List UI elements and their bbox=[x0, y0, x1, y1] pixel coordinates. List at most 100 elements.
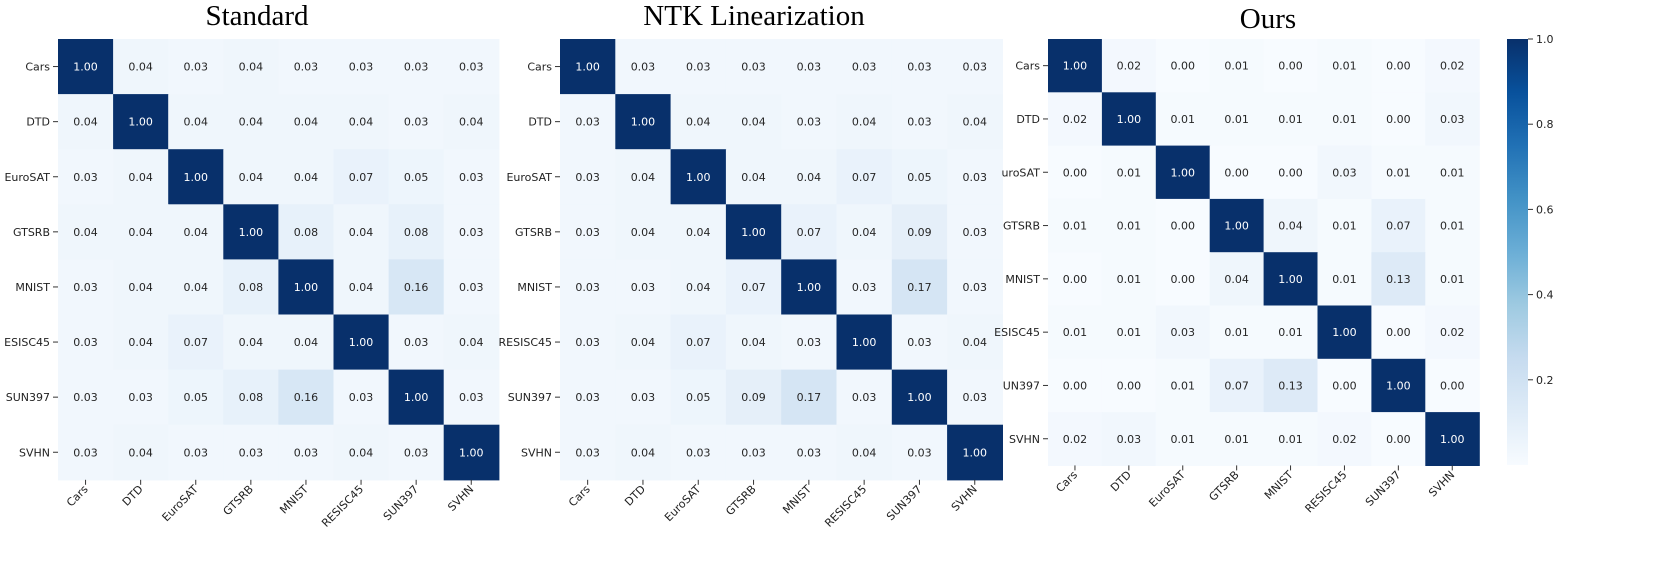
heatmap-cell bbox=[947, 314, 1003, 371]
x-tick-label: Cars bbox=[566, 483, 593, 510]
heatmap-cell bbox=[1317, 145, 1372, 200]
cell-value-label: 0.03 bbox=[349, 61, 374, 74]
panel-title: Ours bbox=[1240, 3, 1296, 35]
heatmap-cell bbox=[1209, 252, 1265, 307]
x-tick-label: GTSRB bbox=[1206, 468, 1241, 503]
cell-value-label: 0.03 bbox=[686, 446, 711, 459]
x-tick-label: SUN397 bbox=[1363, 468, 1403, 508]
x-tick-label: Cars bbox=[1053, 468, 1080, 495]
cell-value-label: 0.01 bbox=[1117, 326, 1142, 339]
heatmap-cell bbox=[58, 149, 114, 205]
heatmap-cell bbox=[1425, 39, 1480, 93]
cell-value-label: 0.04 bbox=[128, 61, 153, 74]
heatmap-cell bbox=[781, 314, 838, 371]
cell-value-label: 0.17 bbox=[907, 281, 932, 294]
heatmap-cell bbox=[1317, 252, 1372, 307]
heatmap-cell bbox=[278, 259, 335, 316]
cell-value-label: 0.02 bbox=[1332, 433, 1357, 446]
heatmap-cell bbox=[1209, 305, 1265, 360]
cell-value-label: 0.04 bbox=[631, 446, 656, 459]
cell-value-label: 1.00 bbox=[404, 391, 429, 404]
heatmap-cell bbox=[781, 149, 838, 205]
cell-value-label: 0.03 bbox=[73, 281, 98, 294]
cell-value-label: 0.01 bbox=[1224, 326, 1249, 339]
cell-value-label: 0.03 bbox=[1117, 433, 1142, 446]
cell-value-label: 0.00 bbox=[1224, 166, 1249, 179]
heatmap-cell bbox=[1209, 145, 1265, 200]
cell-value-label: 0.03 bbox=[907, 61, 932, 74]
heatmap-cell bbox=[333, 369, 390, 426]
heatmap-cell bbox=[1048, 305, 1103, 360]
heatmap-cell bbox=[1209, 92, 1265, 147]
cell-value-label: 0.00 bbox=[1278, 60, 1303, 73]
x-tick-label: SVHN bbox=[445, 483, 476, 514]
cell-value-label: 0.07 bbox=[349, 171, 374, 184]
cell-value-label: 0.03 bbox=[1171, 326, 1196, 339]
heatmap-cell bbox=[725, 259, 782, 316]
heatmap-cell bbox=[1317, 92, 1372, 147]
cell-value-label: 0.03 bbox=[963, 61, 988, 74]
cell-value-label: 0.03 bbox=[963, 226, 988, 239]
cell-value-label: 1.00 bbox=[1278, 273, 1303, 286]
cell-value-label: 0.03 bbox=[963, 391, 988, 404]
y-tick-label: ESISC45 bbox=[994, 326, 1040, 339]
cell-value-label: 0.03 bbox=[852, 391, 877, 404]
heatmap-cell bbox=[947, 149, 1003, 205]
cell-value-label: 0.03 bbox=[404, 61, 429, 74]
heatmap-cell bbox=[168, 39, 224, 95]
heatmap-cell bbox=[443, 94, 500, 150]
cell-value-label: 0.03 bbox=[404, 336, 429, 349]
heatmap-cell bbox=[333, 149, 390, 205]
heatmap-cell bbox=[58, 369, 114, 426]
cell-value-label: 0.04 bbox=[741, 116, 766, 129]
heatmap-cell bbox=[168, 314, 224, 371]
heatmap-cell bbox=[947, 204, 1003, 260]
cell-value-label: 0.00 bbox=[1386, 326, 1411, 339]
heatmap-cell bbox=[223, 204, 279, 260]
heatmap-cell bbox=[781, 94, 838, 150]
cell-value-label: 0.01 bbox=[1278, 113, 1303, 126]
heatmap-cell bbox=[1371, 358, 1426, 413]
y-tick-label: DTD bbox=[26, 116, 50, 129]
cell-value-label: 0.07 bbox=[1386, 220, 1411, 233]
heatmap-panels: Standard 1.00 0.04 0.03 0.04 0.03 0.03 0.03 0.03… bbox=[4, 0, 1480, 530]
cell-value-label: 0.03 bbox=[575, 446, 600, 459]
heatmap-cell bbox=[1263, 358, 1319, 413]
cell-value-label: 1.00 bbox=[239, 226, 264, 239]
cell-value-label: 0.01 bbox=[1063, 326, 1088, 339]
cell-value-label: 0.17 bbox=[797, 391, 822, 404]
cell-value-label: 0.00 bbox=[1440, 379, 1465, 392]
y-tick-label: GTSRB bbox=[515, 226, 552, 239]
cell-value-label: 0.00 bbox=[1386, 113, 1411, 126]
cell-value-label: 0.04 bbox=[459, 116, 484, 129]
y-tick-label: MNIST bbox=[15, 281, 50, 294]
heatmap-cell bbox=[615, 424, 672, 481]
heatmap-cell bbox=[1425, 252, 1480, 307]
cell-value-label: 0.01 bbox=[1332, 273, 1357, 286]
heatmap-cell bbox=[836, 94, 893, 150]
cell-value-label: 0.04 bbox=[128, 336, 153, 349]
cell-value-label: 0.07 bbox=[797, 226, 822, 239]
heatmap-cell bbox=[1155, 412, 1211, 466]
heatmap-cell bbox=[1101, 252, 1157, 307]
cell-value-label: 0.03 bbox=[349, 391, 374, 404]
heatmap-cell bbox=[223, 424, 279, 481]
heatmap-cell bbox=[333, 204, 390, 260]
heatmap-cell bbox=[836, 149, 893, 205]
cell-value-label: 0.00 bbox=[1278, 166, 1303, 179]
cell-value-label: 0.01 bbox=[1332, 60, 1357, 73]
cell-value-label: 0.03 bbox=[73, 336, 98, 349]
heatmap-cell bbox=[58, 94, 114, 150]
cell-value-label: 0.00 bbox=[1386, 60, 1411, 73]
heatmap-cell bbox=[1425, 145, 1480, 200]
cell-value-label: 1.00 bbox=[963, 446, 988, 459]
heatmap-cell bbox=[615, 204, 672, 260]
colorbar-tick-label: 1.0 bbox=[1536, 33, 1554, 46]
cell-value-label: 0.04 bbox=[797, 171, 822, 184]
heatmap-cell bbox=[333, 39, 390, 95]
cell-value-label: 0.09 bbox=[741, 391, 766, 404]
heatmap-cell bbox=[1371, 198, 1426, 253]
heatmap-cell bbox=[670, 369, 727, 426]
cell-value-label: 0.03 bbox=[686, 61, 711, 74]
